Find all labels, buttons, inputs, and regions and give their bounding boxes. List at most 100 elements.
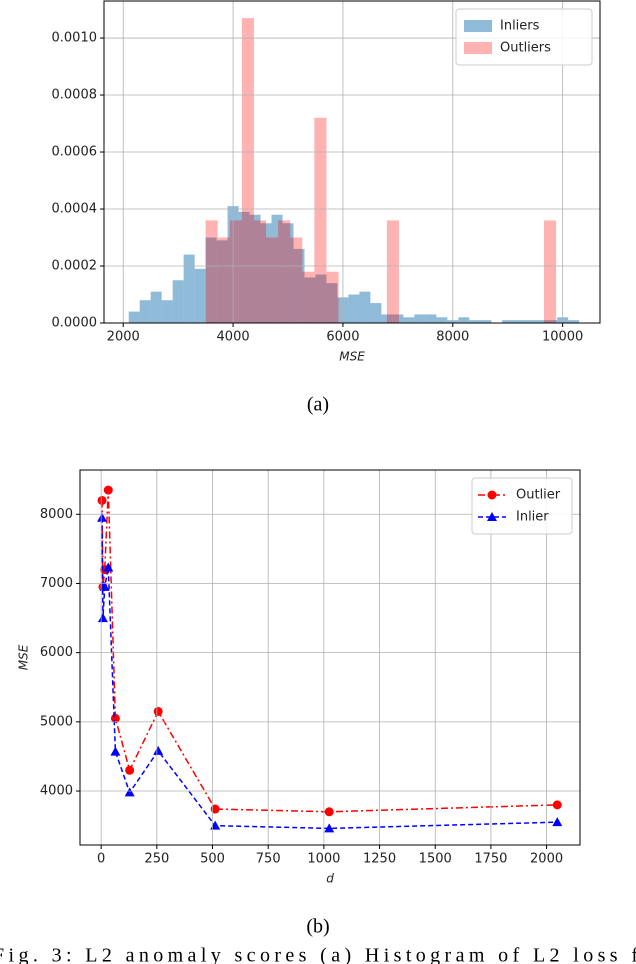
hist-bar [282,223,294,323]
x-axis-label: d [326,872,334,886]
y-tick-label: 0.0010 [52,31,98,46]
y-tick-label: 4000 [40,784,73,799]
hist-bar [271,214,283,323]
hist-bar [217,237,230,323]
hist-bar [386,220,399,323]
axes-frame [103,0,601,324]
line [101,490,558,813]
marker [125,765,135,775]
y-tick-label: 0.0004 [52,202,98,217]
hist-bar [326,271,339,323]
caption: Fig. 3: L2 anomaly scores (a) Histogram … [0,945,636,964]
marker [99,581,110,591]
hist-bar [543,220,557,323]
hist-bar [436,317,448,323]
hist-bar [238,211,250,323]
hist-bar [370,303,382,323]
legend-label: Inlier [516,510,549,525]
y-tick-label: 0.0008 [52,88,98,103]
x-tick-label: 750 [256,852,281,867]
legend-swatch [464,42,492,54]
hist-bar [392,314,404,323]
y-tick-label: 0.0002 [52,259,98,274]
marker [324,823,335,833]
hist-bar [381,314,393,323]
x-tick-label: 8000 [436,330,469,345]
x-tick-label: 6000 [326,330,359,345]
legend-swatch [464,20,492,32]
x-tick-label: 10000 [542,330,583,345]
hist-bar [348,294,360,323]
x-tick-label: 1250 [363,852,396,867]
legend-label: Outlier [516,488,561,503]
x-tick-label: 1500 [419,852,452,867]
hist-bar [216,240,228,323]
marker [97,512,108,522]
x-tick-label: 2000 [107,330,140,345]
x-tick-label: 0 [97,852,105,867]
x-tick-label: 1750 [474,852,507,867]
hist-bar [293,248,305,323]
marker [210,804,220,814]
hist-bar [194,268,206,323]
hist-bar [249,214,261,323]
marker [552,817,563,827]
hist-bar [205,237,217,323]
legend-marker [487,512,497,521]
hist-bar [302,271,315,323]
hist-bar [414,314,426,323]
hist-bar [183,254,195,323]
hist-bar [535,320,547,323]
marker [103,562,114,572]
hist-bar [315,274,327,323]
legend-marker [487,490,497,500]
marker [153,706,163,716]
hist-bar [314,117,327,323]
legend-label: Inliers [500,19,540,34]
y-tick-label: 8000 [40,507,73,522]
marker [552,800,562,810]
y-tick-label: 0.0006 [52,145,98,160]
hist-bar [253,220,267,323]
hist-bar [266,237,279,323]
marker [110,746,121,756]
hist-bar [403,317,415,323]
hist-bar [469,320,481,323]
hist-bar [524,320,536,323]
y-tick-label: 6000 [40,645,73,660]
marker [103,485,113,495]
marker [124,787,135,797]
hist-bar [229,220,242,323]
hist-bar [304,277,316,323]
y-tick-label: 7000 [40,576,73,591]
marker [110,713,120,723]
hist-bar [513,320,525,323]
plot-area [97,485,563,833]
marker [324,807,334,817]
hist-bar [139,300,151,323]
hist-bar [161,300,173,323]
x-tick-label: 1000 [307,852,340,867]
marker [97,613,108,623]
hist-bar [172,280,184,323]
hist-bar [326,283,338,323]
hist-bar [458,317,470,323]
hist-bar [480,320,492,323]
line [101,517,558,830]
hist-bar [205,220,218,323]
hist-bar [359,291,371,323]
panel-label: (a) [307,394,329,416]
hist-bar [290,237,303,323]
hist-bar [241,18,254,323]
panel-label: (b) [306,916,329,938]
legend-label: Outliers [500,41,551,56]
x-tick-label: 2000 [530,852,563,867]
y-tick-label: 5000 [40,714,73,729]
hist-bar [546,320,558,323]
marker [97,495,107,505]
x-tick-label: 250 [144,852,169,867]
plot-area [128,18,580,323]
hist-bar [502,320,514,323]
